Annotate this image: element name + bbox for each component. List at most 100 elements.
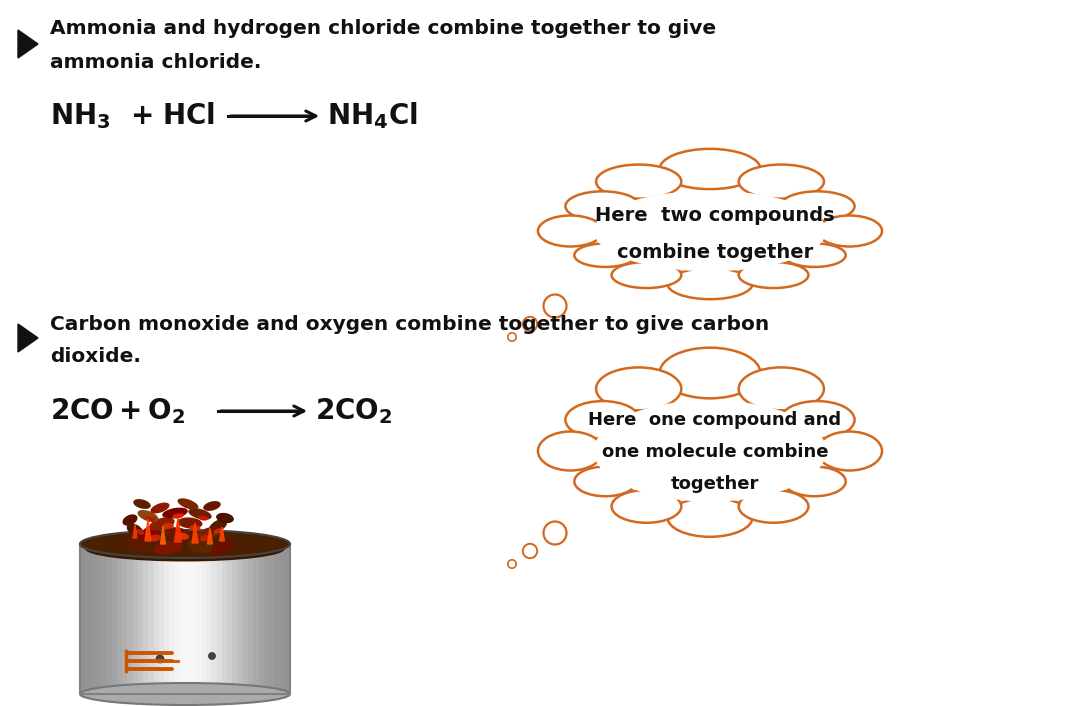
Bar xyxy=(227,544,233,694)
Polygon shape xyxy=(174,518,182,542)
Ellipse shape xyxy=(133,499,150,509)
Ellipse shape xyxy=(574,244,637,267)
Text: $\mathbf{2CO + O_2}$: $\mathbf{2CO + O_2}$ xyxy=(50,396,185,426)
Circle shape xyxy=(508,333,517,341)
Bar xyxy=(128,544,133,694)
Ellipse shape xyxy=(214,528,223,534)
Ellipse shape xyxy=(593,191,826,271)
Bar xyxy=(137,544,144,694)
Ellipse shape xyxy=(565,401,640,438)
Circle shape xyxy=(544,294,566,318)
Ellipse shape xyxy=(154,541,183,555)
Ellipse shape xyxy=(150,503,170,513)
Circle shape xyxy=(544,522,566,544)
Text: combine together: combine together xyxy=(617,244,813,263)
Ellipse shape xyxy=(784,467,845,496)
Bar xyxy=(179,544,186,694)
Bar xyxy=(91,544,97,694)
Ellipse shape xyxy=(85,537,284,561)
Ellipse shape xyxy=(612,262,681,288)
Polygon shape xyxy=(208,528,213,544)
Bar xyxy=(216,544,223,694)
Ellipse shape xyxy=(596,367,681,410)
Bar xyxy=(170,544,175,694)
Bar xyxy=(196,544,202,694)
Circle shape xyxy=(209,653,215,659)
Ellipse shape xyxy=(162,508,188,518)
Circle shape xyxy=(156,655,164,663)
Ellipse shape xyxy=(126,523,144,537)
Ellipse shape xyxy=(145,516,155,522)
Ellipse shape xyxy=(209,519,227,533)
Bar xyxy=(106,544,112,694)
Ellipse shape xyxy=(139,525,160,541)
Ellipse shape xyxy=(780,401,855,438)
Bar xyxy=(206,544,212,694)
Ellipse shape xyxy=(188,508,212,520)
Bar xyxy=(248,544,254,694)
Ellipse shape xyxy=(172,513,184,519)
Ellipse shape xyxy=(162,523,174,529)
Ellipse shape xyxy=(784,244,845,267)
Bar xyxy=(284,544,291,694)
Bar xyxy=(280,544,285,694)
Ellipse shape xyxy=(596,164,681,198)
Bar xyxy=(80,544,86,694)
Bar xyxy=(101,544,107,694)
Polygon shape xyxy=(18,324,38,352)
Bar xyxy=(143,544,149,694)
Ellipse shape xyxy=(80,530,290,558)
Ellipse shape xyxy=(563,172,857,290)
Bar xyxy=(190,544,197,694)
Circle shape xyxy=(523,544,537,558)
Bar xyxy=(154,544,160,694)
Bar xyxy=(232,544,239,694)
Text: ammonia chloride.: ammonia chloride. xyxy=(50,52,262,71)
Ellipse shape xyxy=(137,510,159,522)
Ellipse shape xyxy=(122,515,137,526)
Bar xyxy=(258,544,265,694)
Text: $\mathbf{+\ HCl}$: $\mathbf{+\ HCl}$ xyxy=(130,102,215,130)
Text: $\mathbf{NH_4Cl}$: $\mathbf{NH_4Cl}$ xyxy=(326,100,417,131)
Bar xyxy=(243,544,249,694)
Bar xyxy=(269,544,276,694)
Bar xyxy=(117,544,123,694)
Ellipse shape xyxy=(136,530,145,535)
Bar xyxy=(185,544,191,694)
Bar xyxy=(85,544,92,694)
Polygon shape xyxy=(145,519,151,541)
Bar xyxy=(159,544,165,694)
Bar xyxy=(122,544,129,694)
Polygon shape xyxy=(18,30,38,58)
Ellipse shape xyxy=(780,191,855,221)
Ellipse shape xyxy=(659,149,760,189)
Polygon shape xyxy=(133,524,137,538)
Bar xyxy=(222,544,228,694)
Ellipse shape xyxy=(198,515,208,520)
Ellipse shape xyxy=(203,501,221,511)
Ellipse shape xyxy=(124,536,151,552)
Ellipse shape xyxy=(817,215,882,246)
Ellipse shape xyxy=(659,347,760,398)
Bar xyxy=(96,544,102,694)
Ellipse shape xyxy=(563,377,857,525)
Ellipse shape xyxy=(738,262,809,288)
Circle shape xyxy=(508,560,517,568)
Text: Carbon monoxide and oxygen combine together to give carbon: Carbon monoxide and oxygen combine toget… xyxy=(50,314,770,333)
Ellipse shape xyxy=(164,527,191,541)
Bar xyxy=(253,544,259,694)
Bar xyxy=(174,544,181,694)
Text: $\mathbf{NH_3}$: $\mathbf{NH_3}$ xyxy=(50,101,110,131)
Bar xyxy=(211,544,217,694)
Ellipse shape xyxy=(80,683,290,705)
Ellipse shape xyxy=(187,539,213,554)
Ellipse shape xyxy=(574,467,637,496)
Bar xyxy=(264,544,270,694)
Ellipse shape xyxy=(177,498,199,510)
Text: $\mathbf{2CO_2}$: $\mathbf{2CO_2}$ xyxy=(315,396,392,426)
Polygon shape xyxy=(160,526,165,544)
Text: together: together xyxy=(671,475,759,493)
Bar xyxy=(111,544,118,694)
Text: Here  two compounds: Here two compounds xyxy=(596,206,835,225)
Ellipse shape xyxy=(197,527,219,541)
